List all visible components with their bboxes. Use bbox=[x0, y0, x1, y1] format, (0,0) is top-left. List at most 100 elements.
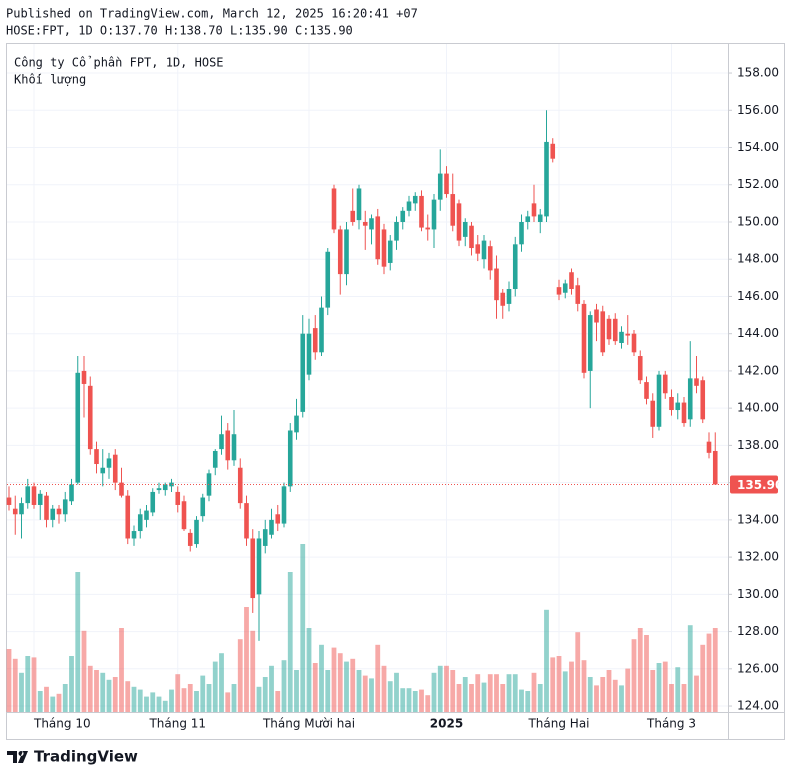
candle-body bbox=[650, 400, 656, 427]
volume-bar bbox=[319, 644, 324, 712]
x-tick-label: Tháng Hai bbox=[527, 717, 589, 731]
legend-symbol: Công ty Cổ phần FPT, 1D, HOSE bbox=[14, 56, 224, 70]
candle-body bbox=[581, 303, 587, 373]
candle-body bbox=[6, 497, 12, 505]
axes: 124.00126.00128.00130.00132.00134.00136.… bbox=[7, 66, 783, 731]
candle-body bbox=[462, 221, 468, 237]
volume-bar bbox=[212, 661, 218, 712]
volume-bar bbox=[494, 674, 499, 712]
candle-body bbox=[481, 240, 487, 260]
y-tick-label: 152.00 bbox=[737, 177, 779, 191]
candle-body bbox=[362, 221, 368, 226]
volume-bar bbox=[200, 675, 206, 712]
candle-body bbox=[412, 195, 418, 204]
volume-bar bbox=[344, 661, 349, 712]
candle-body bbox=[262, 529, 268, 546]
volume-bar bbox=[550, 657, 556, 712]
volume-bar bbox=[75, 572, 81, 712]
candle-body bbox=[281, 486, 287, 524]
volume-bar bbox=[506, 674, 512, 712]
candle-body bbox=[437, 173, 443, 200]
volume-bar bbox=[487, 674, 493, 712]
volume-bar bbox=[100, 672, 106, 712]
candle-body bbox=[675, 402, 681, 411]
volume-bar bbox=[544, 609, 549, 712]
candle-body bbox=[287, 430, 293, 487]
candle-body bbox=[294, 415, 299, 433]
volume-bar bbox=[587, 677, 593, 712]
x-tick-label: 2025 bbox=[430, 717, 463, 731]
volume-bar bbox=[125, 681, 131, 712]
candle-body bbox=[550, 143, 556, 159]
volume-bar bbox=[6, 649, 12, 712]
candle-body bbox=[712, 450, 718, 485]
volume-bar bbox=[637, 628, 643, 712]
volume-bar bbox=[81, 630, 87, 712]
volume-bar bbox=[600, 677, 606, 712]
volume-bar bbox=[675, 667, 681, 712]
volume-bar bbox=[400, 688, 406, 712]
candle-body bbox=[369, 218, 374, 230]
volume-bar bbox=[694, 675, 699, 712]
candle-body bbox=[194, 519, 199, 545]
y-tick-label: 150.00 bbox=[737, 214, 779, 228]
volume-bar bbox=[94, 670, 99, 712]
candle-body bbox=[425, 227, 431, 230]
y-tick-label: 130.00 bbox=[737, 587, 779, 601]
candle-body bbox=[112, 454, 118, 483]
volume-bar bbox=[431, 672, 437, 712]
volume-bar bbox=[175, 674, 181, 712]
candle-body bbox=[600, 311, 606, 353]
volume-bar bbox=[281, 660, 287, 712]
volume-bar bbox=[19, 672, 24, 712]
y-tick-label: 134.00 bbox=[737, 512, 779, 526]
volume-bar bbox=[569, 661, 574, 712]
y-tick-label: 142.00 bbox=[737, 363, 779, 377]
volume-bar bbox=[256, 686, 262, 712]
volume-bar bbox=[169, 689, 174, 712]
volume-bar bbox=[475, 674, 481, 712]
volume-bar bbox=[131, 686, 137, 712]
candle-body bbox=[400, 210, 406, 222]
volume-bar bbox=[312, 663, 318, 712]
candle-body bbox=[119, 482, 124, 496]
volume-bar bbox=[294, 670, 299, 712]
volume-bar bbox=[556, 656, 562, 712]
candle-body bbox=[706, 441, 712, 453]
volume-bar bbox=[56, 693, 62, 712]
y-tick-label: 124.00 bbox=[737, 699, 779, 713]
candle-body bbox=[406, 201, 412, 211]
volume-bar bbox=[37, 691, 43, 712]
candle-body bbox=[444, 173, 449, 195]
candle-body bbox=[669, 396, 674, 411]
candle-body bbox=[200, 497, 206, 517]
published-line: Published on TradingView.com, March 12, … bbox=[6, 7, 418, 21]
candle-body bbox=[537, 214, 543, 222]
last-price-label: 135.90 bbox=[737, 478, 783, 492]
y-tick-label: 144.00 bbox=[737, 326, 779, 340]
brand-name: TradingView bbox=[34, 748, 138, 766]
volume-bar bbox=[331, 647, 337, 712]
candle-body bbox=[50, 508, 56, 520]
candle-body bbox=[181, 501, 187, 530]
candle-body bbox=[587, 315, 593, 371]
candle-body bbox=[137, 514, 143, 532]
y-tick-label: 158.00 bbox=[737, 66, 779, 80]
volume-bar bbox=[187, 684, 193, 712]
candle-body bbox=[375, 216, 381, 260]
volume-bar bbox=[619, 685, 624, 712]
volume-bar bbox=[575, 632, 581, 712]
candle-body bbox=[337, 229, 343, 275]
candle-body bbox=[700, 380, 706, 420]
candle-body bbox=[531, 203, 537, 217]
volume-bar bbox=[119, 628, 124, 712]
volume-bar bbox=[394, 672, 399, 712]
candle-body bbox=[269, 519, 274, 535]
volume-bar bbox=[219, 653, 224, 712]
volume-bar bbox=[106, 679, 112, 712]
y-tick-label: 132.00 bbox=[737, 550, 779, 564]
candle-body bbox=[87, 385, 93, 450]
volume-bar bbox=[306, 628, 312, 712]
candle-body bbox=[150, 491, 156, 513]
